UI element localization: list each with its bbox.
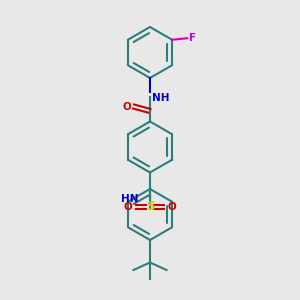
Text: F: F xyxy=(189,33,196,43)
Text: S: S xyxy=(146,200,154,214)
Text: O: O xyxy=(124,202,132,212)
Text: O: O xyxy=(123,101,132,112)
Text: O: O xyxy=(168,202,176,212)
Text: NH: NH xyxy=(152,93,170,103)
Text: HN: HN xyxy=(121,194,138,203)
